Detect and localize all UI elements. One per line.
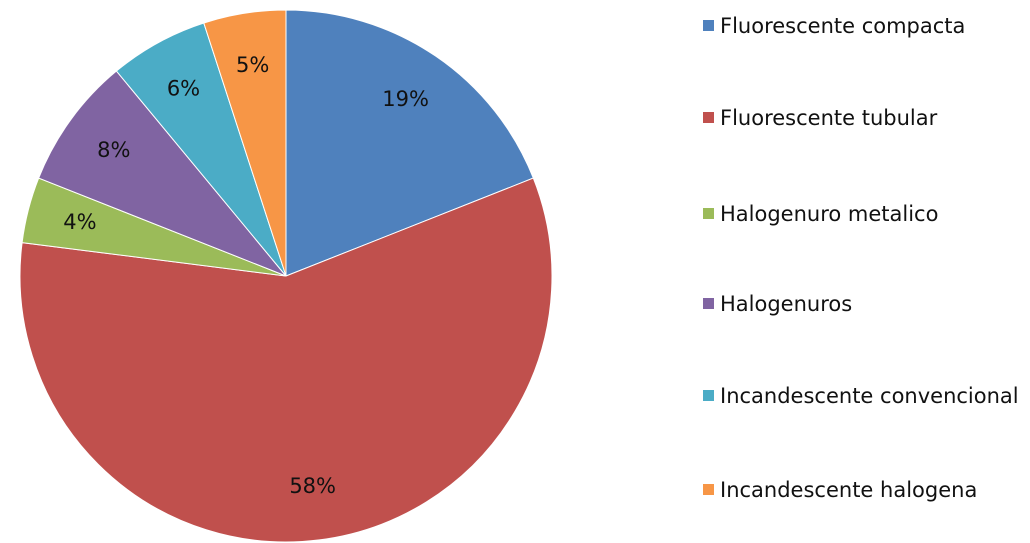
legend-label: Halogenuro metalico [720,202,939,226]
legend-swatch [703,208,714,219]
legend-item: Incandescente convencional [703,382,1030,410]
legend-item: Incandescente halogena [703,476,1030,504]
legend-swatch [703,20,714,31]
legend-label: Fluorescente tubular [720,106,938,130]
slice-label: 19% [382,87,429,111]
legend-item: Fluorescente tubular [703,104,1030,132]
legend-swatch [703,112,714,123]
legend-label: Incandescente halogena [720,478,978,502]
chart: 19% 58% 4% 8% 6% 5% [19,9,553,543]
slice-label: 4% [63,210,96,234]
legend-swatch [703,298,714,309]
legend-label: Fluorescente compacta [720,14,966,38]
legend-swatch [703,390,714,401]
legend-item: Halogenuros [703,290,1030,318]
slice-label: 8% [97,138,130,162]
slice-label: 5% [236,53,269,77]
pie-slice [38,70,287,277]
legend-swatch [703,484,714,495]
pie-slice [203,9,287,277]
slice-label: 58% [289,474,336,498]
legend-label: Incandescente convencional [720,384,1019,408]
slice-label: 6% [167,77,200,101]
pie-slice [285,9,534,277]
legend-label: Halogenuros [720,292,853,316]
legend-item: Halogenuro metalico [703,200,1030,228]
legend-item: Fluorescente compacta [703,12,1030,40]
pie-slice [19,177,553,543]
